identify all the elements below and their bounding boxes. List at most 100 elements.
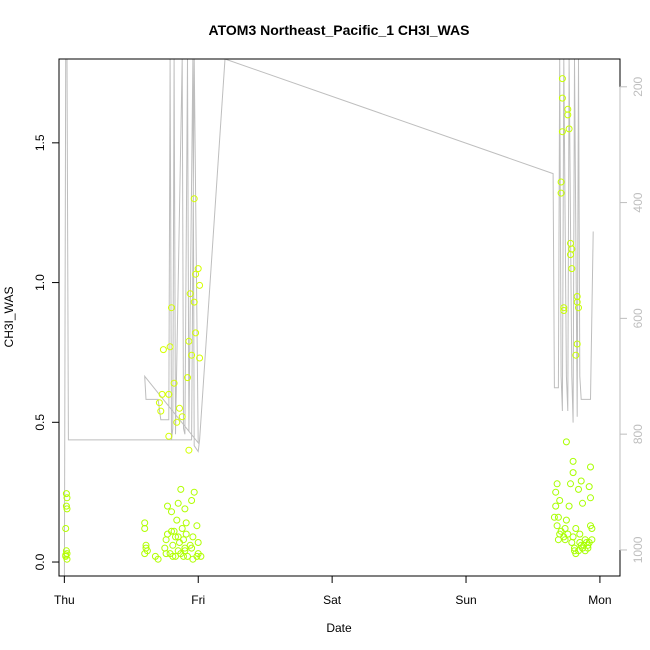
data-point [581,547,589,555]
data-point [197,552,205,560]
data-point [585,539,593,546]
data-point [184,552,191,560]
data-point [587,494,594,502]
data-point [188,497,196,504]
data-point [567,480,574,488]
series-line [63,59,594,576]
data-point [557,178,565,186]
data-point [173,418,181,426]
data-point [181,547,189,555]
data-point [168,508,175,516]
data-point [63,494,71,502]
data-point [62,525,70,532]
y-axis-title: CH3I_WAS [2,287,16,348]
data-point [182,530,190,538]
data-point [157,407,165,415]
data-point [569,533,577,541]
x-tick-label: Mon [588,593,611,607]
data-point [166,343,174,351]
data-point [192,329,200,337]
data-point [552,502,560,510]
y-tick-label: 0.5 [33,414,47,431]
data-point [560,307,568,314]
data-point [185,446,193,454]
y-tick-label: 0.0 [33,553,47,570]
data-point [62,551,70,559]
y2-axis: 200 400 600 800 1000 [619,76,645,563]
data-point [575,304,582,312]
y2-tick-label: 800 [631,424,645,444]
data-point [565,502,573,510]
data-point [558,75,566,83]
y2-tick-label: 200 [631,76,645,96]
data-point [572,525,580,532]
data-point [587,463,594,471]
line-layer [63,59,594,576]
data-point [577,477,585,485]
data-point [62,547,70,555]
data-point [556,497,564,504]
data-point [576,530,584,538]
y2-tick-label: 1000 [631,536,645,563]
data-point [552,488,560,496]
data-point [562,438,570,446]
data-point [585,483,593,491]
data-point [568,245,576,253]
point-layer [62,75,596,563]
data-point [553,522,561,530]
data-point [170,379,178,387]
data-point [162,550,170,558]
plot-area [62,59,596,576]
data-point [181,544,189,552]
data-point [186,290,194,298]
data-point [569,457,577,465]
data-point [172,533,179,541]
data-point [168,527,175,535]
data-point [154,555,162,563]
y-tick-label: 1.0 [33,274,47,291]
data-point [177,485,185,493]
y2-tick-label: 600 [631,308,645,328]
data-point [558,94,566,102]
data-point [568,265,576,273]
data-point [557,527,565,535]
data-point [62,502,70,510]
data-point [190,298,198,306]
data-point [193,522,201,530]
data-point [165,432,173,440]
chart-title: ATOM3 Northeast_Pacific_1 CH3I_WAS [209,22,470,38]
data-point [192,270,200,278]
data-point [579,499,586,507]
x-axis-title: Date [326,621,352,635]
data-point [194,539,202,546]
data-point [169,541,177,549]
data-point [190,488,198,496]
data-point [165,390,173,398]
data-point [554,536,562,544]
data-point [557,189,565,197]
data-point [188,351,196,359]
data-point [173,516,181,524]
data-point [164,502,171,510]
y-tick-label: 1.5 [33,134,47,151]
data-point [190,195,198,203]
data-point [560,304,568,312]
data-point [169,552,177,560]
data-point [588,525,596,532]
data-point [196,354,204,362]
data-point [550,513,558,521]
y-axis: 0.0 0.5 1.0 1.5 [33,134,60,570]
data-point [63,505,71,513]
data-point [178,413,186,421]
data-point [62,490,70,498]
data-point [562,516,570,524]
data-point [558,128,566,136]
data-point [553,480,561,488]
data-point [159,346,167,354]
x-tick-label: Fri [191,593,205,607]
x-tick-label: Thu [54,593,75,607]
data-point [182,519,190,527]
x-tick-label: Sat [323,593,342,607]
